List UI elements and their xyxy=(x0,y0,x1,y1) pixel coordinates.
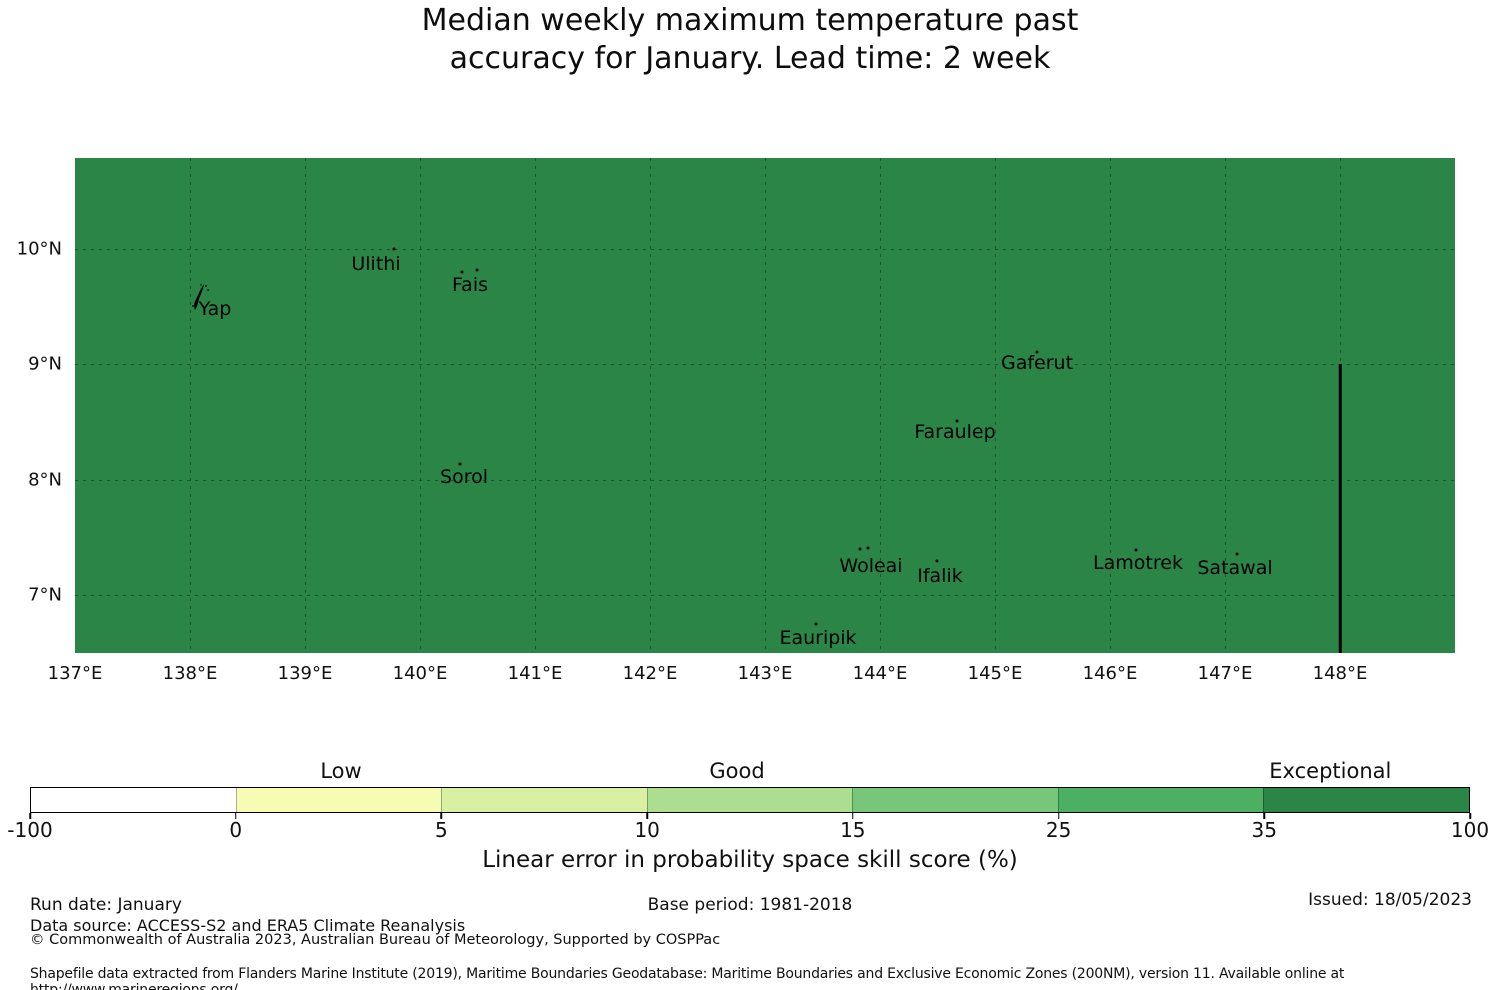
island-mark xyxy=(392,247,396,251)
map-gridline-vertical xyxy=(1225,158,1226,653)
run-date-text: Run date: January xyxy=(30,895,182,915)
colorbar-tick-label: 5 xyxy=(435,818,448,842)
colorbar-tick-mark xyxy=(1469,813,1471,819)
island-label-lamotrek: Lamotrek xyxy=(1093,552,1183,574)
y-tick-label: 7°N xyxy=(28,584,62,606)
x-tick-label: 141°E xyxy=(507,663,563,684)
map-gridline-vertical xyxy=(765,158,766,653)
island-mark xyxy=(866,546,870,550)
island-mark xyxy=(1134,548,1138,552)
map-gridline-vertical xyxy=(995,158,996,653)
island-label-faraulep: Faraulep xyxy=(914,421,996,443)
issued-date-text: Issued: 18/05/2023 xyxy=(1308,890,1472,910)
map-gridline-vertical xyxy=(420,158,421,653)
colorbar-tick-label: 25 xyxy=(1045,818,1072,842)
colorbar-segment xyxy=(31,788,236,812)
colorbar-tick-label: 0 xyxy=(229,818,243,842)
x-tick-label: 143°E xyxy=(737,663,793,684)
island-mark xyxy=(458,462,462,466)
island-label-gaferut: Gaferut xyxy=(1000,352,1074,374)
map-gridline-horizontal xyxy=(75,595,1455,596)
y-tick-label: 10°N xyxy=(16,238,62,260)
x-tick-label: 144°E xyxy=(852,663,908,684)
y-tick-label: 8°N xyxy=(28,469,62,491)
eez-boundary-line xyxy=(1338,364,1342,653)
map-gridline-horizontal xyxy=(75,249,1455,250)
title-line-2: accuracy for January. Lead time: 2 week xyxy=(449,41,1051,76)
island-mark xyxy=(1035,350,1039,354)
x-tick-label: 148°E xyxy=(1312,663,1368,684)
colorbar-tick-mark xyxy=(646,813,648,819)
x-tick-label: 137°E xyxy=(47,663,103,684)
yap-island-shape xyxy=(192,284,209,310)
island-mark xyxy=(460,270,464,274)
x-tick-label: 138°E xyxy=(162,663,218,684)
colorbar-title: Linear error in probability space skill … xyxy=(482,847,1018,873)
map-gridline-vertical xyxy=(1110,158,1111,653)
map-gridline-vertical xyxy=(305,158,306,653)
colorbar xyxy=(30,787,1470,813)
colorbar-tick-label: 35 xyxy=(1251,818,1277,842)
island-mark xyxy=(1235,552,1239,556)
island-label-ifalik: Ifalik xyxy=(917,565,963,587)
shapefile-note-text: Shapefile data extracted from Flanders M… xyxy=(30,966,1345,990)
copyright-text: © Commonwealth of Australia 2023, Austra… xyxy=(30,932,721,948)
island-mark xyxy=(955,419,959,423)
colorbar-category-low: Low xyxy=(320,759,362,783)
x-tick-label: 146°E xyxy=(1082,663,1138,684)
x-tick-label: 139°E xyxy=(277,663,333,684)
colorbar-category-exceptional: Exceptional xyxy=(1269,759,1392,783)
x-tick-label: 145°E xyxy=(967,663,1023,684)
colorbar-category-good: Good xyxy=(709,759,765,783)
base-period-text: Base period: 1981-2018 xyxy=(647,895,853,915)
figure-title: Median weekly maximum temperature past a… xyxy=(0,2,1500,78)
island-mark xyxy=(814,622,818,626)
colorbar-tick-mark xyxy=(852,813,854,819)
colorbar-tick-label: 10 xyxy=(634,818,660,842)
colorbar-tick-mark xyxy=(235,813,237,819)
map-gridline-horizontal xyxy=(75,480,1455,481)
island-label-sorol: Sorol xyxy=(440,466,488,488)
island-mark xyxy=(935,559,939,563)
x-tick-label: 142°E xyxy=(622,663,678,684)
island-label-ulithi: Ulithi xyxy=(351,253,401,275)
map-gridline-vertical xyxy=(880,158,881,653)
map-canvas: Yap Ulithi Fais Sorol Gaferut Faraulep Woleai I… xyxy=(75,158,1455,653)
island-mark xyxy=(475,268,479,272)
island-label-fais: Fais xyxy=(451,274,489,296)
colorbar-segment xyxy=(1263,788,1470,812)
y-tick-label: 9°N xyxy=(28,353,62,375)
data-source-text: Data source: ACCESS-S2 and ERA5 Climate … xyxy=(30,916,466,935)
colorbar-segment xyxy=(235,788,442,812)
map-gridline-vertical xyxy=(650,158,651,653)
map-gridline-vertical xyxy=(535,158,536,653)
map-gridline-vertical xyxy=(190,158,191,653)
colorbar-segment xyxy=(1057,788,1264,812)
colorbar-segment xyxy=(852,788,1058,812)
colorbar-segment xyxy=(441,788,647,812)
island-mark xyxy=(858,547,862,551)
island-label-woleai: Woleai xyxy=(839,555,903,577)
title-line-1: Median weekly maximum temperature past xyxy=(421,3,1079,38)
map-gridline-horizontal xyxy=(75,364,1455,365)
colorbar-tick-label: -100 xyxy=(7,818,53,842)
island-label-eauripik: Eauripik xyxy=(779,627,857,649)
colorbar-tick-mark xyxy=(29,813,31,819)
island-label-yap: Yap xyxy=(198,298,232,320)
x-tick-label: 140°E xyxy=(392,663,448,684)
colorbar-tick-mark xyxy=(440,813,443,819)
colorbar-tick-label: 15 xyxy=(840,818,866,842)
colorbar-tick-mark xyxy=(1057,813,1060,819)
colorbar-segment xyxy=(646,788,853,812)
x-tick-label: 147°E xyxy=(1197,663,1253,684)
colorbar-tick-label: 100 xyxy=(1450,818,1490,842)
island-label-satawal: Satawal xyxy=(1197,557,1273,579)
colorbar-tick-mark xyxy=(1263,813,1265,819)
